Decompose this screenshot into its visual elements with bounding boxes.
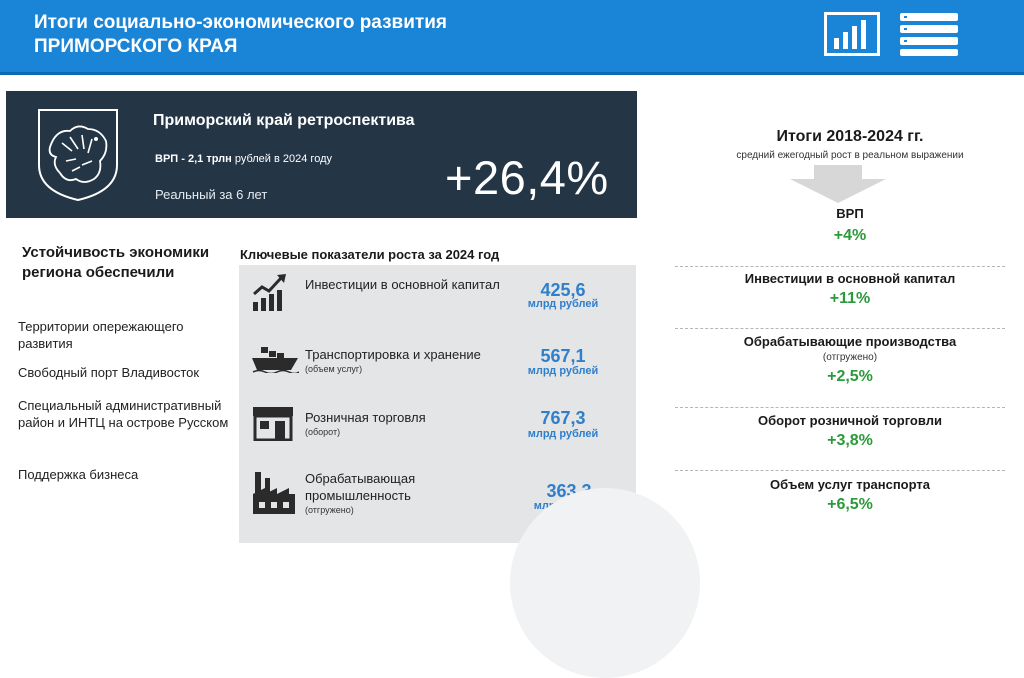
indicator-value: 425,6 (540, 280, 586, 300)
indicator-label-block: Обрабатывающая промышленность (отгружено… (305, 470, 455, 516)
header-bar: Итоги социально-экономического развития … (0, 0, 1024, 75)
indicator-label: Инвестиции в основной капитал (305, 277, 500, 292)
indicator-note: (оборот) (305, 427, 341, 437)
stability-item: Специальный административный район и ИНТ… (18, 398, 229, 430)
stability-item: Территории опережающего развития (18, 319, 184, 351)
cargo-ship-icon (252, 347, 299, 373)
result-value: +4% (833, 227, 867, 244)
real-growth-value: +26,4% (445, 151, 609, 204)
indicator-unit: млрд рублей (527, 365, 599, 377)
page-title-line2: ПРИМОРСКОГО КРАЯ (34, 36, 238, 57)
indicator-unit: млрд рублей (527, 428, 599, 440)
result-value: +6,5% (827, 496, 873, 513)
result-label: Оборот розничной торговли (758, 413, 942, 428)
result-value: +3,8% (827, 432, 873, 449)
stability-item: Свободный порт Владивосток (18, 365, 200, 380)
retrospective-panel (6, 91, 637, 218)
stability-item: Поддержка бизнеса (18, 467, 139, 482)
result-label: Инвестиции в основной капитал (744, 271, 956, 286)
indicator-label: Обрабатывающая промышленность (305, 471, 416, 503)
bar-chart-icon (824, 12, 880, 56)
indicator-value: 767,3 (540, 408, 586, 428)
result-label: ВРП (836, 206, 864, 221)
divider (675, 328, 1005, 329)
result-label: Объем услуг транспорта (770, 477, 930, 492)
indicator-label-block: Розничная торговля (оборот) (305, 409, 505, 438)
divider (675, 407, 1005, 408)
divider (675, 470, 1005, 471)
list-icon (900, 13, 958, 56)
retrospective-title: Приморский край ретроспектива (153, 112, 415, 129)
vrp-line: ВРП - 2,1 трлн рублей в 2024 году (155, 153, 332, 165)
result-value: +2,5% (827, 368, 873, 385)
result-label: Обрабатывающие производства (743, 334, 957, 349)
decorative-circle (510, 488, 700, 678)
vrp-label: ВРП - (155, 153, 188, 165)
indicator-label: Розничная торговля (305, 410, 426, 425)
divider (675, 266, 1005, 267)
results-title: Итоги 2018-2024 гг. (776, 128, 924, 145)
page-title-line1: Итоги социально-экономического развития (34, 12, 447, 33)
indicator-label-block: Транспортировка и хранение (объем услуг) (305, 346, 525, 375)
real-growth-label: Реальный за 6 лет (155, 187, 268, 202)
coat-of-arms-icon (38, 109, 118, 202)
factory-icon (253, 472, 295, 514)
indicator-note: (объем услуг) (305, 364, 363, 374)
results-subtitle: средний ежегодный рост в реальном выраже… (736, 150, 964, 161)
result-value: +11% (829, 290, 871, 307)
indicator-label: Транспортировка и хранение (305, 347, 481, 362)
indicator-note: (отгружено) (305, 505, 354, 515)
stability-title: Устойчивость экономики региона обеспечил… (22, 244, 210, 281)
vrp-suffix: рублей в 2024 году (231, 153, 332, 165)
vrp-value: 2,1 трлн (187, 153, 232, 165)
indicator-unit: млрд рублей (527, 298, 599, 310)
down-arrow-icon (790, 165, 886, 203)
key-indicators-title: Ключевые показатели роста за 2024 год (240, 247, 500, 262)
indicator-value: 567,1 (540, 346, 586, 366)
investment-growth-icon (253, 274, 286, 311)
result-note: (отгружено) (822, 352, 878, 363)
store-icon (253, 407, 293, 441)
